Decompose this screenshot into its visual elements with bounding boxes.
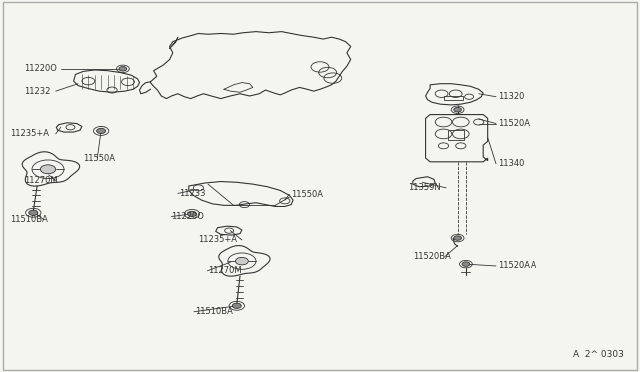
Circle shape: [97, 128, 106, 134]
Text: 11220O: 11220O: [172, 212, 204, 221]
Text: 11235+A: 11235+A: [10, 129, 49, 138]
Text: 11520BA: 11520BA: [413, 252, 451, 261]
Text: 11235+A: 11235+A: [198, 235, 237, 244]
Circle shape: [232, 303, 241, 308]
Circle shape: [454, 236, 461, 240]
Text: A  2^ 0303: A 2^ 0303: [573, 350, 624, 359]
Text: 11270M: 11270M: [208, 266, 242, 275]
Text: A: A: [531, 262, 536, 270]
Text: 11550A: 11550A: [83, 154, 115, 163]
Circle shape: [40, 165, 56, 174]
Circle shape: [236, 257, 248, 265]
Circle shape: [119, 67, 127, 71]
Text: 11520A: 11520A: [498, 119, 530, 128]
Text: 11550A: 11550A: [291, 190, 323, 199]
Circle shape: [188, 211, 196, 217]
Text: 11270M: 11270M: [24, 176, 58, 185]
Circle shape: [29, 210, 38, 215]
Circle shape: [454, 108, 461, 112]
Text: 11510BA: 11510BA: [10, 215, 47, 224]
Text: 11520A: 11520A: [498, 262, 530, 270]
Text: 11510BA: 11510BA: [195, 307, 233, 316]
Text: 11220O: 11220O: [24, 64, 57, 73]
Text: 11320: 11320: [498, 92, 524, 101]
Text: 11340: 11340: [498, 159, 524, 168]
Text: 11359N: 11359N: [408, 183, 441, 192]
Text: 11233: 11233: [179, 189, 205, 198]
Circle shape: [462, 262, 470, 266]
Text: 11232: 11232: [24, 87, 51, 96]
